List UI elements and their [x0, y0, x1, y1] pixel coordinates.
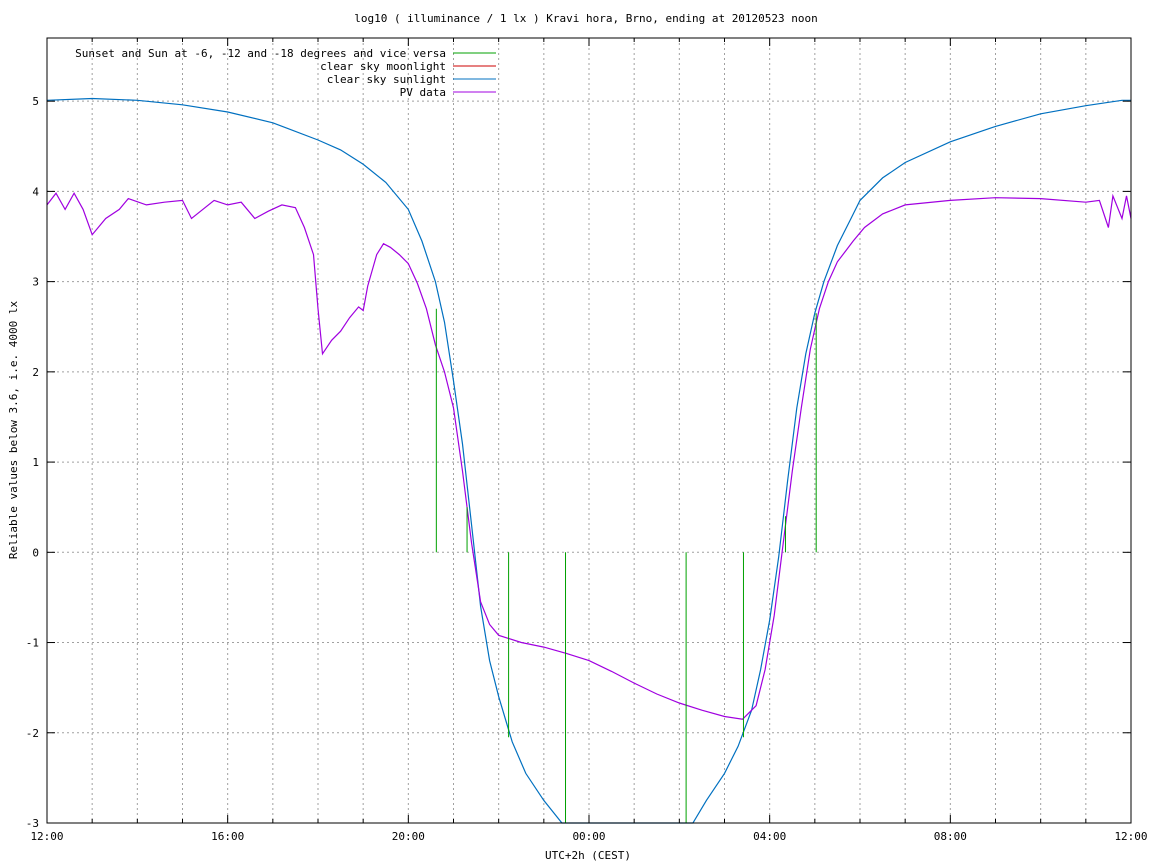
legend-label: Sunset and Sun at -6, -12 and -18 degree… [75, 47, 446, 60]
plot-frame [46, 37, 1132, 824]
legend-label: clear sky sunlight [327, 73, 446, 86]
y-tick-label: -1 [26, 637, 39, 650]
x-tick-label: 04:00 [753, 830, 786, 843]
ticks [46, 38, 1132, 824]
legend-label: clear sky moonlight [320, 60, 446, 73]
pv-data-line [46, 191, 1132, 720]
y-axis-label: Reliable values below 3.6, i.e. 4000 lx [7, 300, 20, 559]
y-tick-label: 5 [32, 95, 39, 108]
x-tick-labels: 12:00 16:00 20:00 00:00 04:00 08:00 12:00 [30, 830, 1147, 843]
x-tick-label: 08:00 [934, 830, 967, 843]
legend: Sunset and Sun at -6, -12 and -18 degree… [75, 47, 496, 99]
y-tick-label: -2 [26, 727, 39, 740]
x-tick-label: 16:00 [211, 830, 244, 843]
y-tick-label: 3 [32, 276, 39, 289]
grid [47, 38, 1131, 823]
y-tick-label: 2 [32, 366, 39, 379]
legend-label: PV data [400, 86, 446, 99]
x-tick-label: 12:00 [1114, 830, 1147, 843]
y-tick-label: -3 [26, 817, 39, 830]
y-tick-labels: -3 -2 -1 0 1 2 3 4 5 [26, 95, 40, 830]
x-axis-label: UTC+2h (CEST) [545, 849, 631, 862]
x-tick-label: 12:00 [30, 830, 63, 843]
y-tick-label: 4 [32, 185, 39, 198]
x-tick-label: 00:00 [572, 830, 605, 843]
chart-title: log10 ( illuminance / 1 lx ) Kravi hora,… [354, 12, 818, 25]
y-tick-label: 0 [32, 546, 39, 559]
y-tick-label: 1 [32, 456, 39, 469]
x-tick-label: 20:00 [392, 830, 425, 843]
